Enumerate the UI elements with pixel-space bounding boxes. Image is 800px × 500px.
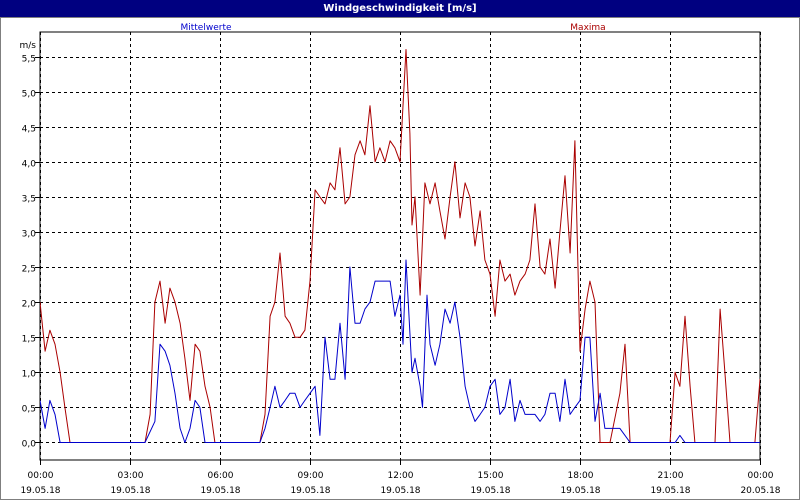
plot-area (39, 31, 761, 461)
window-title: Windgeschwindigkeit [m/s] (0, 0, 800, 17)
x-tick-date-label: 19.05.18 (470, 486, 510, 496)
y-tick-label: 1,5 (22, 335, 36, 345)
x-tick-date-label: 19.05.18 (560, 486, 600, 496)
y-tick-label: 4,0 (22, 160, 37, 170)
y-tick-label: 2,0 (22, 300, 37, 310)
x-tick-time-label: 00:00 (28, 471, 54, 481)
x-tick-time-label: 21:00 (658, 471, 684, 481)
y-tick-label: 5,0 (22, 90, 37, 100)
x-tick-date-label: 19.05.18 (110, 486, 150, 496)
legend-mittelwerte: Mittelwerte (180, 23, 231, 33)
x-tick-date-label: 19.05.18 (650, 486, 690, 496)
x-tick-date-label: 20.05.18 (740, 486, 780, 496)
y-tick-label: 2,5 (22, 265, 36, 275)
x-tick-time-label: 18:00 (568, 471, 594, 481)
y-tick-label: 4,5 (22, 125, 36, 135)
x-tick-date-label: 19.05.18 (290, 486, 330, 496)
y-tick-label: 5,5 (22, 55, 36, 65)
x-tick-time-label: 03:00 (118, 471, 144, 481)
x-tick-time-label: 06:00 (208, 471, 234, 481)
x-tick-time-label: 15:00 (478, 471, 504, 481)
y-tick-label: 3,5 (22, 195, 36, 205)
series-line-mittelwerte (40, 259, 760, 443)
x-tick-date-label: 19.05.18 (380, 486, 420, 496)
y-tick-label: 3,0 (22, 230, 37, 240)
x-tick-time-label: 00:00 (748, 471, 774, 481)
x-tick-time-label: 09:00 (298, 471, 324, 481)
x-tick-date-label: 19.05.18 (200, 486, 240, 496)
y-axis-unit-label: m/s (20, 41, 37, 51)
series-line-maxima (40, 49, 760, 443)
y-tick-label: 0,5 (22, 405, 36, 415)
legend-maxima: Maxima (570, 23, 605, 33)
y-tick-label: 1,0 (22, 370, 37, 380)
y-tick-label: 0,0 (22, 440, 37, 450)
x-tick-date-label: 19.05.18 (20, 486, 60, 496)
x-tick-time-label: 12:00 (388, 471, 414, 481)
